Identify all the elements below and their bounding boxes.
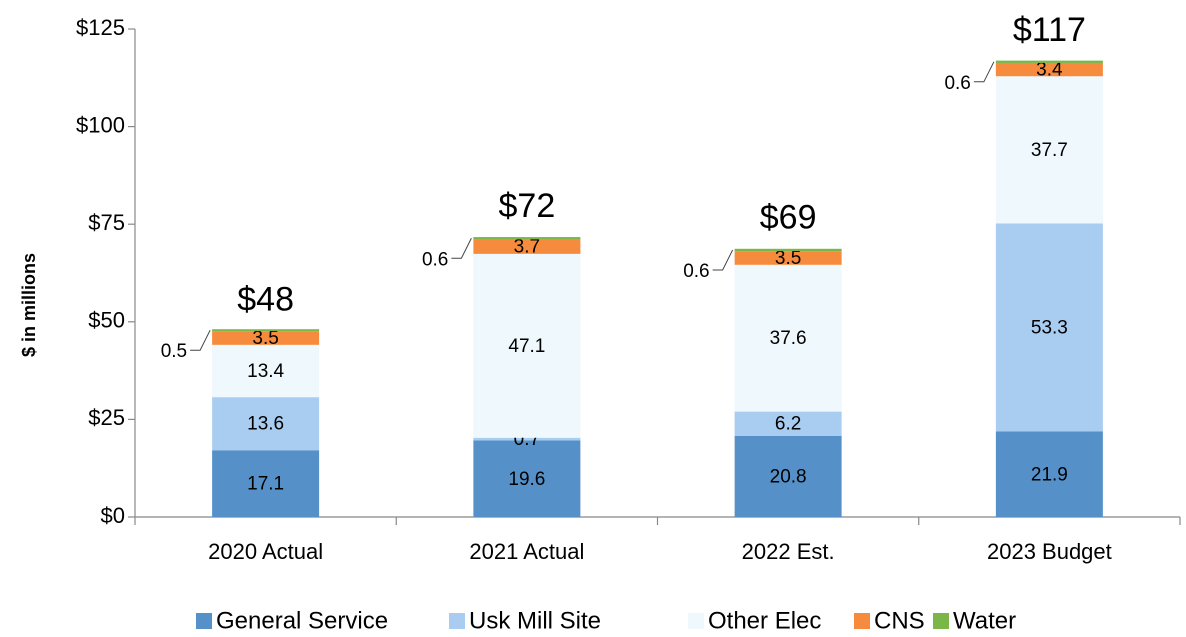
data-label: 3.5 [252, 328, 278, 349]
total-label: $72 [499, 187, 556, 225]
data-label: 19.6 [508, 469, 545, 490]
bar-segment [734, 264, 842, 412]
y-axis-label: $ in millions [19, 253, 39, 357]
data-label: 3.5 [775, 248, 801, 269]
bar-segment [734, 411, 842, 436]
bar-segment [995, 223, 1103, 432]
total-label: $48 [237, 281, 294, 319]
legend-swatch [933, 613, 949, 629]
bar-segment [734, 251, 842, 265]
bar-segment [995, 62, 1103, 77]
y-tick-label: $50 [88, 308, 125, 333]
data-label: 3.4 [1036, 60, 1063, 81]
y-tick-label: $100 [76, 112, 125, 137]
data-label: 47.1 [508, 336, 545, 357]
data-label: 0.6 [422, 249, 448, 270]
data-label: 53.3 [1031, 317, 1068, 338]
bar-segment [212, 450, 320, 517]
bar-segment [473, 437, 581, 441]
bar-segment [995, 60, 1103, 63]
bar-segment [734, 435, 842, 517]
x-tick-label: 2023 Budget [987, 539, 1112, 564]
bar-segment [212, 331, 320, 345]
bar-segment [212, 344, 320, 398]
leader-line [712, 249, 734, 271]
data-label: 13.6 [247, 414, 284, 435]
data-label: 20.8 [770, 466, 807, 487]
bar-segment [995, 76, 1103, 224]
data-label: 3.7 [514, 237, 540, 258]
x-tick-label: 2020 Actual [208, 539, 323, 564]
total-label: $117 [1013, 11, 1086, 49]
legend-label: Usk Mill Site [469, 607, 601, 634]
bar-segment [473, 239, 581, 254]
bar-segment [473, 253, 581, 438]
data-label: 0.6 [683, 261, 709, 282]
legend-swatch [449, 613, 465, 629]
y-tick-label: $0 [101, 503, 125, 528]
data-label: 37.6 [770, 328, 807, 349]
data-label: 17.1 [247, 474, 284, 495]
bar-segment [212, 329, 320, 332]
y-tick-label: $75 [88, 210, 125, 235]
leader-line [973, 61, 995, 83]
bar-segment [473, 440, 581, 517]
data-label: 6.2 [775, 414, 801, 435]
bar-segment [473, 237, 581, 240]
leader-line [190, 329, 211, 351]
legend-label: Water [953, 607, 1016, 634]
x-tick-label: 2022 Est. [742, 539, 835, 564]
legend-swatch [196, 613, 212, 629]
bar-segment [734, 248, 842, 252]
total-label: $69 [760, 199, 817, 237]
legend-label: Other Elec [708, 607, 821, 634]
bar-segment [212, 397, 320, 451]
y-tick-label: $125 [76, 15, 125, 40]
leader-line [451, 238, 472, 259]
data-label: 0.6 [944, 73, 970, 94]
legend-label: CNS [874, 607, 925, 634]
data-label: 37.7 [1031, 140, 1068, 161]
data-label: 0.5 [161, 341, 187, 362]
legend-swatch [688, 613, 704, 629]
y-tick-label: $25 [88, 405, 125, 430]
bar-segment [995, 431, 1103, 517]
data-label: 13.4 [247, 361, 284, 382]
x-tick-label: 2021 Actual [469, 539, 584, 564]
legend-swatch [854, 613, 870, 629]
data-label: 21.9 [1031, 464, 1068, 485]
legend-label: General Service [216, 607, 388, 634]
